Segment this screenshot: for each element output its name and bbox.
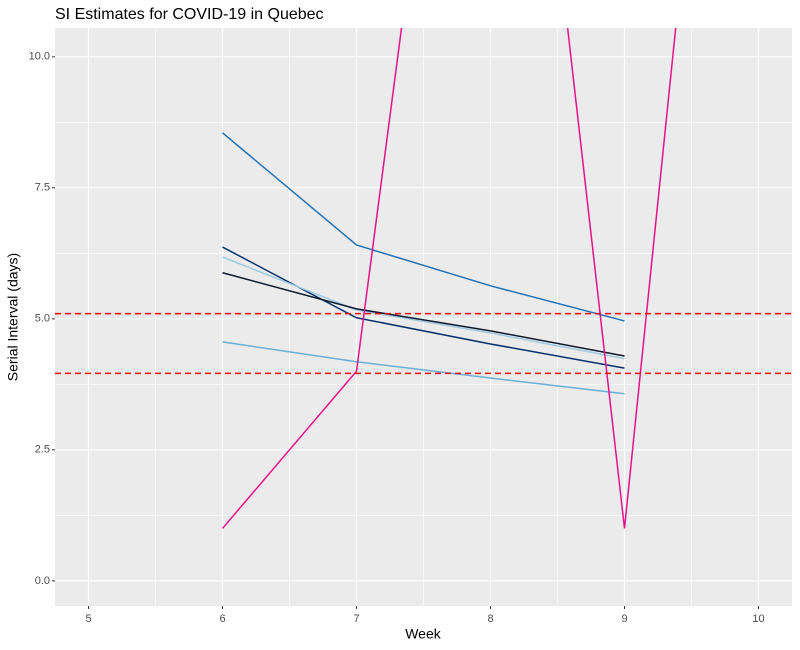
y-tick-label: 5.0 bbox=[35, 313, 50, 325]
chart-title: SI Estimates for COVID-19 in Quebec bbox=[55, 6, 324, 23]
x-tick-label: 7 bbox=[353, 613, 359, 625]
series-line bbox=[222, 256, 625, 360]
y-tick-label: 10.0 bbox=[29, 51, 50, 63]
y-axis-title: Serial Interval (days) bbox=[5, 253, 21, 381]
series-line bbox=[221, 28, 677, 529]
y-tick-label: 7.5 bbox=[35, 182, 50, 194]
plot-area bbox=[55, 28, 792, 529]
series-line bbox=[222, 132, 625, 322]
y-tick-label: 0.0 bbox=[35, 575, 50, 587]
series-line bbox=[222, 271, 625, 357]
x-tick-label: 10 bbox=[752, 613, 764, 625]
x-tick-label: 5 bbox=[85, 613, 91, 625]
x-tick-label: 8 bbox=[487, 613, 493, 625]
axes: 0.0 2.5 5.0 7.5 10.0 5 6 7 8 9 10 bbox=[29, 51, 765, 625]
x-axis-title: Week bbox=[405, 626, 442, 642]
x-tick-label: 6 bbox=[219, 613, 225, 625]
y-tick-label: 2.5 bbox=[35, 444, 50, 456]
series-line bbox=[222, 341, 625, 395]
x-tick-label: 9 bbox=[621, 613, 627, 625]
series-line bbox=[222, 246, 625, 369]
